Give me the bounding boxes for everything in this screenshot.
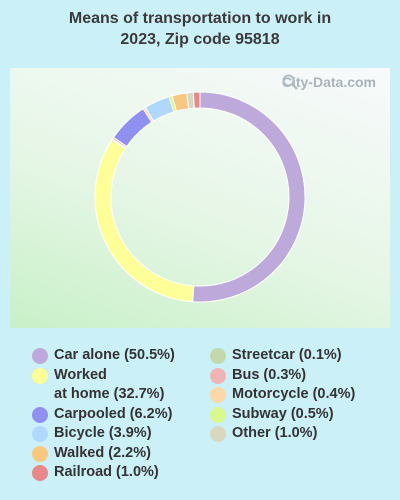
legend-item: Subway (0.5%) bbox=[210, 405, 355, 425]
legend-swatch bbox=[210, 348, 226, 364]
legend-item: Walked (2.2%) bbox=[32, 444, 175, 464]
legend-swatch bbox=[32, 367, 48, 384]
legend-swatch bbox=[210, 406, 226, 423]
legend-item: Motorcycle (0.4%) bbox=[210, 385, 355, 405]
legend-label: Bus (0.3%) bbox=[232, 366, 307, 383]
legend-left: Car alone (50.5%) Worked at home (32.7%) C… bbox=[32, 346, 175, 483]
legend-label: Streetcar (0.1%) bbox=[232, 347, 342, 363]
legend-label: Carpooled (6.2%) bbox=[54, 405, 173, 422]
legend-swatch bbox=[210, 367, 226, 384]
legend-swatch bbox=[32, 406, 48, 423]
legend-item: Streetcar (0.1%) bbox=[210, 346, 355, 366]
legend-item: Carpooled (6.2%) bbox=[32, 405, 175, 425]
legend-label: Motorcycle (0.4%) bbox=[232, 386, 356, 402]
slice-worked-at-home bbox=[94, 138, 195, 303]
slice-car-alone bbox=[192, 91, 306, 303]
legend-label: Car alone (50.5%) bbox=[54, 347, 175, 363]
legend-item: Worked at home (32.7%) bbox=[32, 366, 175, 405]
legend-label: Worked at home (32.7%) bbox=[54, 366, 165, 403]
legend-item: Other (1.0%) bbox=[210, 424, 355, 444]
legend-label: Bicycle (3.9%) bbox=[54, 425, 152, 441]
legend-item: Bicycle (3.9%) bbox=[32, 424, 175, 444]
slice-railroad bbox=[192, 91, 201, 109]
legend-item: Bus (0.3%) bbox=[210, 366, 355, 386]
slice-carpooled bbox=[112, 108, 153, 148]
legend-label: Subway (0.5%) bbox=[232, 405, 334, 422]
legend-label: Railroad (1.0%) bbox=[54, 464, 159, 480]
donut-chart bbox=[94, 91, 306, 303]
plot-area: City-Data.com bbox=[10, 68, 390, 328]
legend-right: Streetcar (0.1%) Bus (0.3%) Motorcycle (0.… bbox=[210, 346, 355, 444]
legend-label: Walked (2.2%) bbox=[54, 444, 151, 461]
legend-swatch bbox=[32, 445, 48, 462]
legend-label: Other (1.0%) bbox=[232, 425, 318, 441]
legend-swatch bbox=[32, 465, 48, 481]
watermark-text: City-Data.com bbox=[281, 74, 376, 90]
chart-title: Means of transportation to work in 2023,… bbox=[0, 8, 400, 50]
legend-swatch bbox=[210, 426, 226, 442]
legend-swatch bbox=[210, 387, 226, 403]
magnifier-icon bbox=[282, 74, 298, 90]
legend-item: Railroad (1.0%) bbox=[32, 463, 175, 483]
watermark: City-Data.com bbox=[282, 74, 376, 90]
chart-title-line-2: 2023, Zip code 95818 bbox=[120, 31, 280, 48]
legend-swatch bbox=[32, 348, 48, 364]
legend-swatch bbox=[32, 426, 48, 442]
chart-title-line-1: Means of transportation to work in bbox=[68, 10, 332, 27]
legend-item: Car alone (50.5%) bbox=[32, 346, 175, 366]
